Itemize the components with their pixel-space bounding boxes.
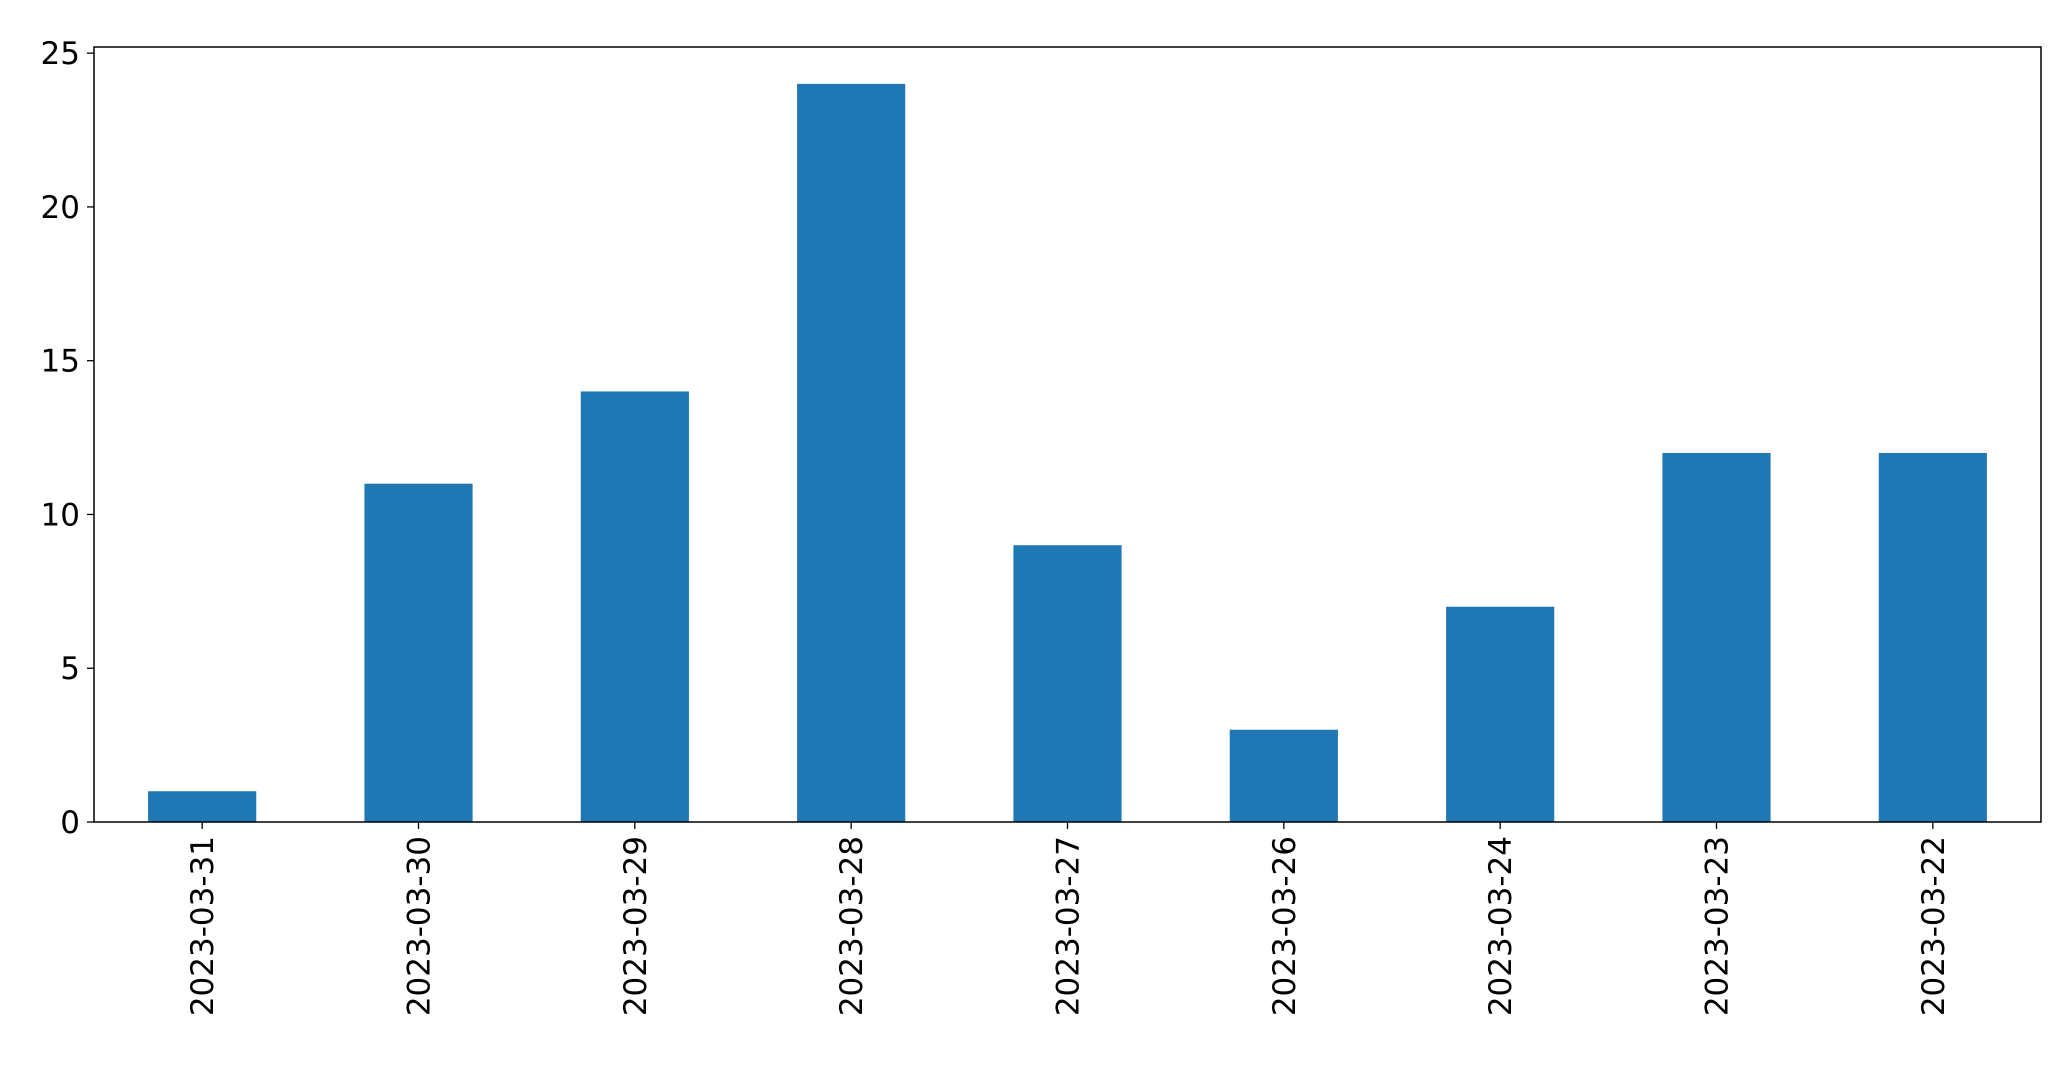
bar-2023-03-28 — [797, 83, 906, 822]
y-tick-label: 25 — [41, 36, 80, 72]
x-axis: 2023-03-31 2023-03-30 2023-03-29 2023-03-28… — [185, 822, 1952, 1016]
x-tick-label: 2023-03-29 — [618, 836, 654, 1016]
axes-frame — [93, 46, 2042, 823]
bar-2023-03-23 — [1662, 452, 1771, 822]
y-tick-label: 15 — [41, 344, 80, 380]
bar-2023-03-22 — [1878, 452, 1987, 822]
x-tick-label: 2023-03-28 — [834, 836, 870, 1016]
bar-2023-03-31 — [148, 791, 257, 822]
x-tick-label: 2023-03-24 — [1483, 836, 1519, 1016]
y-tick-label: 0 — [60, 805, 80, 841]
x-tick-label: 2023-03-31 — [185, 836, 221, 1016]
x-tick-label: 2023-03-23 — [1700, 836, 1736, 1016]
x-tick-label: 2023-03-26 — [1267, 836, 1303, 1016]
x-tick-label: 2023-03-22 — [1916, 836, 1952, 1016]
x-tick-label: 2023-03-27 — [1051, 836, 1087, 1016]
y-axis: 0 5 10 15 20 25 — [41, 36, 94, 841]
bars — [148, 83, 1987, 822]
x-tick-label: 2023-03-30 — [402, 836, 438, 1016]
bar-2023-03-29 — [580, 391, 689, 822]
bar-2023-03-24 — [1446, 606, 1555, 822]
bar-2023-03-26 — [1229, 729, 1338, 822]
bar-2023-03-27 — [1013, 545, 1122, 822]
y-tick-label: 5 — [60, 651, 80, 687]
y-tick-label: 20 — [41, 190, 80, 226]
bar-2023-03-30 — [364, 483, 473, 822]
y-tick-label: 10 — [41, 497, 80, 533]
